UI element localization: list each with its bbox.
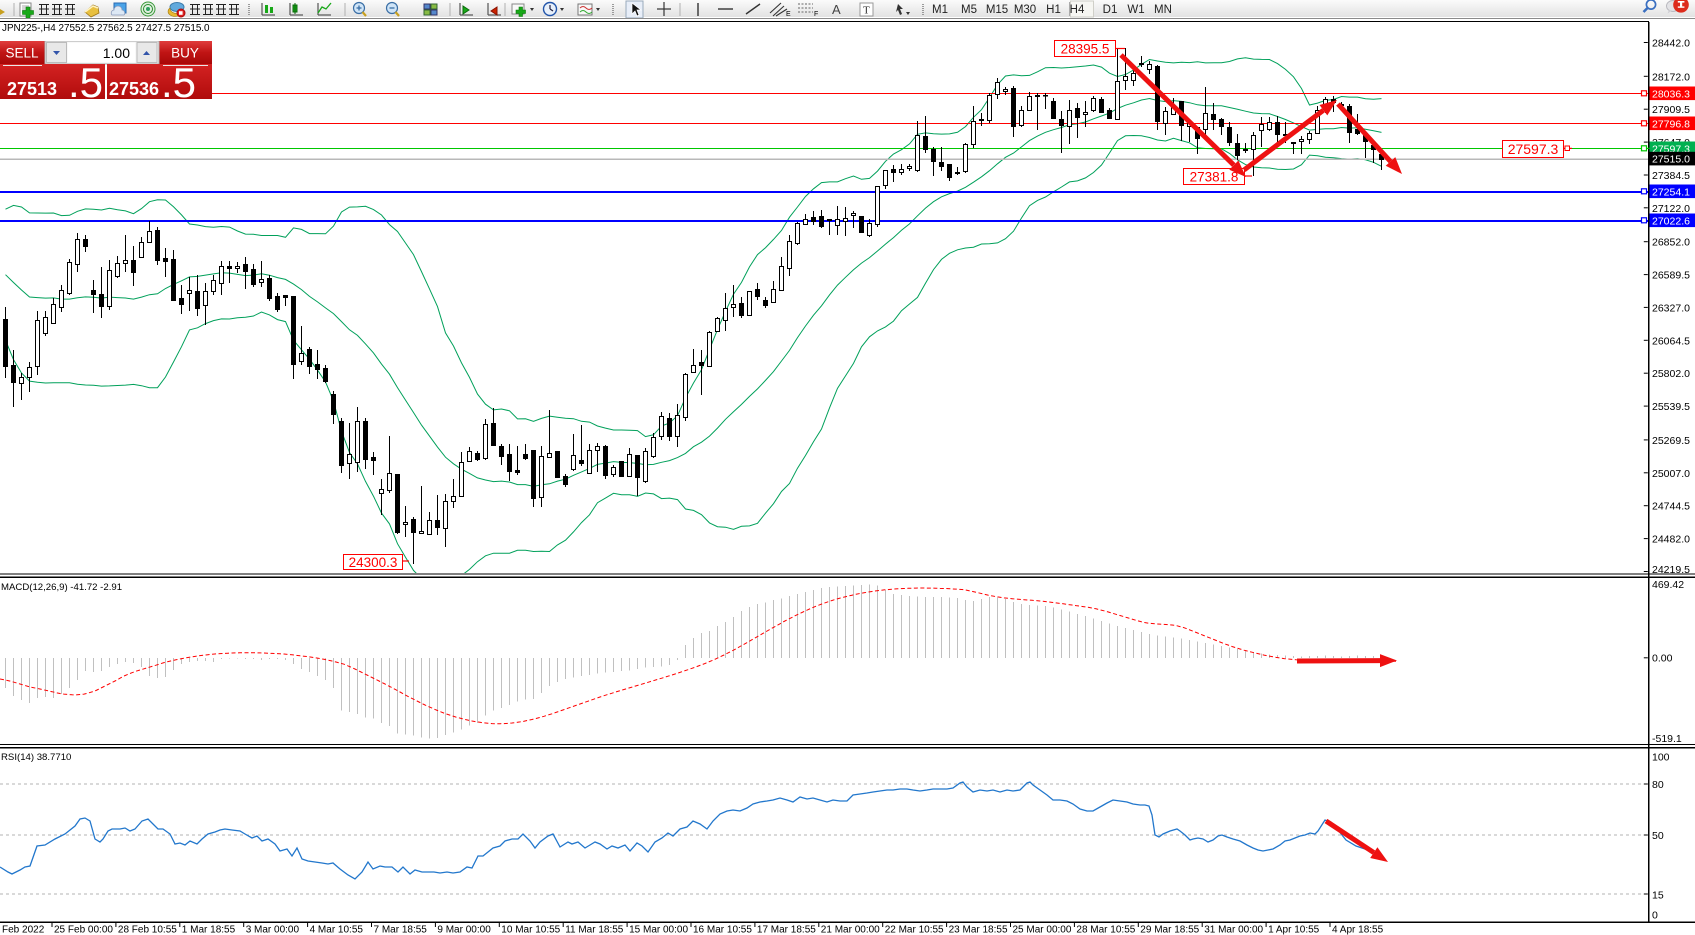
svg-text:4 Mar 10:55: 4 Mar 10:55 — [310, 925, 364, 935]
svg-text:24744.5: 24744.5 — [1652, 501, 1690, 513]
svg-text:26852.0: 26852.0 — [1652, 237, 1690, 249]
svg-text:1.00: 1.00 — [103, 45, 130, 61]
svg-text:7 Mar 18:55: 7 Mar 18:55 — [374, 925, 428, 935]
svg-text:22 Mar 10:55: 22 Mar 10:55 — [885, 925, 944, 935]
svg-text:SELL: SELL — [5, 46, 39, 61]
svg-text:27597.3: 27597.3 — [1508, 141, 1559, 157]
svg-text:29 Mar 18:55: 29 Mar 18:55 — [1140, 925, 1199, 935]
svg-text:24300.3: 24300.3 — [349, 555, 398, 570]
svg-text:H1: H1 — [1046, 4, 1061, 16]
svg-text:80: 80 — [1652, 779, 1664, 791]
svg-text:27796.8: 27796.8 — [1652, 118, 1690, 130]
svg-text:JPN225-,H4 27552.5 27562.5 27: JPN225-,H4 27552.5 27562.5 27427.5 27515… — [2, 23, 210, 34]
svg-text:T: T — [863, 5, 870, 17]
svg-text:25269.5: 25269.5 — [1652, 435, 1690, 447]
svg-text:BUY: BUY — [171, 46, 199, 61]
svg-text:F: F — [814, 11, 818, 18]
svg-text:27536: 27536 — [109, 79, 159, 99]
svg-text:W1: W1 — [1127, 4, 1144, 16]
svg-text:25 Mar 00:00: 25 Mar 00:00 — [1013, 925, 1072, 935]
svg-text:MN: MN — [1154, 4, 1172, 16]
svg-text:28395.5: 28395.5 — [1061, 41, 1110, 56]
svg-text:M1: M1 — [932, 4, 948, 16]
svg-text:28442.0: 28442.0 — [1652, 38, 1690, 50]
svg-text:100: 100 — [1652, 752, 1670, 764]
svg-text:27122.0: 27122.0 — [1652, 203, 1690, 215]
svg-text:M15: M15 — [986, 4, 1008, 16]
svg-text:28036.3: 28036.3 — [1652, 88, 1690, 100]
svg-text:27254.1: 27254.1 — [1652, 186, 1690, 198]
svg-text:469.42: 469.42 — [1652, 579, 1684, 591]
svg-text:RSI(14) 38.7710: RSI(14) 38.7710 — [1, 752, 71, 763]
svg-text:31 Mar 00:00: 31 Mar 00:00 — [1204, 925, 1263, 935]
svg-text:1 Mar 18:55: 1 Mar 18:55 — [182, 925, 236, 935]
svg-text:11 Mar 18:55: 11 Mar 18:55 — [565, 925, 624, 935]
svg-text:27515.0: 27515.0 — [1652, 154, 1690, 166]
svg-text:27909.5: 27909.5 — [1652, 104, 1690, 116]
svg-text:23 Mar 18:55: 23 Mar 18:55 — [949, 925, 1008, 935]
svg-text:26064.5: 26064.5 — [1652, 335, 1690, 347]
svg-text:4 Apr 18:55: 4 Apr 18:55 — [1332, 925, 1384, 935]
svg-text:.5: .5 — [161, 59, 196, 99]
svg-text:28 Feb 10:55: 28 Feb 10:55 — [118, 925, 177, 935]
svg-text:27513: 27513 — [7, 79, 57, 99]
svg-text:25539.5: 25539.5 — [1652, 401, 1690, 413]
svg-text:9 Mar 00:00: 9 Mar 00:00 — [437, 925, 491, 935]
svg-text:0.00: 0.00 — [1652, 653, 1673, 665]
svg-text:10 Mar 10:55: 10 Mar 10:55 — [501, 925, 560, 935]
svg-text:H4: H4 — [1070, 4, 1085, 16]
svg-text:50: 50 — [1652, 830, 1664, 842]
svg-text:15: 15 — [1652, 890, 1664, 902]
svg-text:3 Mar 00:00: 3 Mar 00:00 — [246, 925, 300, 935]
svg-text:27384.5: 27384.5 — [1652, 170, 1690, 182]
svg-text:M30: M30 — [1014, 4, 1036, 16]
svg-text:17 Mar 18:55: 17 Mar 18:55 — [757, 925, 816, 935]
svg-text:28172.0: 28172.0 — [1652, 71, 1690, 83]
svg-text:0: 0 — [1652, 910, 1658, 922]
svg-text:24482.0: 24482.0 — [1652, 534, 1690, 546]
svg-text:15 Mar 00:00: 15 Mar 00:00 — [629, 925, 688, 935]
svg-text:28 Mar 10:55: 28 Mar 10:55 — [1076, 925, 1135, 935]
svg-text:.5: .5 — [68, 59, 103, 99]
svg-text:MACD(12,26,9) -41.72 -2.91: MACD(12,26,9) -41.72 -2.91 — [1, 582, 122, 593]
svg-text:27022.6: 27022.6 — [1652, 215, 1690, 227]
svg-text:24219.5: 24219.5 — [1652, 564, 1690, 576]
svg-text:25802.0: 25802.0 — [1652, 368, 1690, 380]
svg-text:D1: D1 — [1103, 4, 1118, 16]
svg-text:A: A — [832, 2, 841, 17]
svg-text:26327.0: 26327.0 — [1652, 302, 1690, 314]
svg-text:1 Apr 10:55: 1 Apr 10:55 — [1268, 925, 1320, 935]
svg-text:E: E — [786, 11, 791, 18]
svg-text:25007.0: 25007.0 — [1652, 468, 1690, 480]
svg-text:26589.5: 26589.5 — [1652, 270, 1690, 282]
svg-text:25 Feb 00:00: 25 Feb 00:00 — [54, 925, 113, 935]
svg-text:Feb 2022: Feb 2022 — [2, 925, 45, 935]
svg-text:M5: M5 — [961, 4, 977, 16]
svg-text:21 Mar 00:00: 21 Mar 00:00 — [821, 925, 880, 935]
svg-text:27381.8: 27381.8 — [1190, 169, 1239, 184]
svg-text:-519.1: -519.1 — [1652, 733, 1682, 745]
svg-text:16 Mar 10:55: 16 Mar 10:55 — [693, 925, 752, 935]
